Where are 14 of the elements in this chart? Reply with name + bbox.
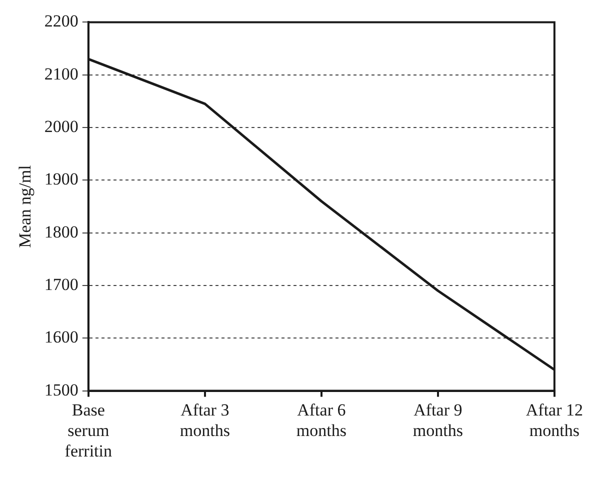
y-tick-label: 1600 (44, 328, 78, 347)
x-tick-label: Aftar 9 months (412, 400, 463, 440)
x-tick-label: Aftar 12 months (526, 400, 584, 440)
y-tick-label: 1500 (44, 380, 78, 400)
y-axis-title: Mean ng/ml (16, 164, 35, 248)
x-tick-label: Aftar 6 months (296, 400, 346, 440)
y-tick-label: 2000 (44, 116, 78, 136)
y-tick-label: 1700 (44, 274, 78, 294)
y-tick-label: 2100 (44, 64, 78, 84)
y-tick-label: 1900 (44, 170, 78, 189)
y-tick-label: 1800 (44, 222, 78, 242)
x-tick-label: Aftar 3 months (180, 400, 230, 440)
y-tick-label: 2200 (44, 12, 78, 31)
x-tick-label: Base serum ferritin (64, 400, 112, 460)
